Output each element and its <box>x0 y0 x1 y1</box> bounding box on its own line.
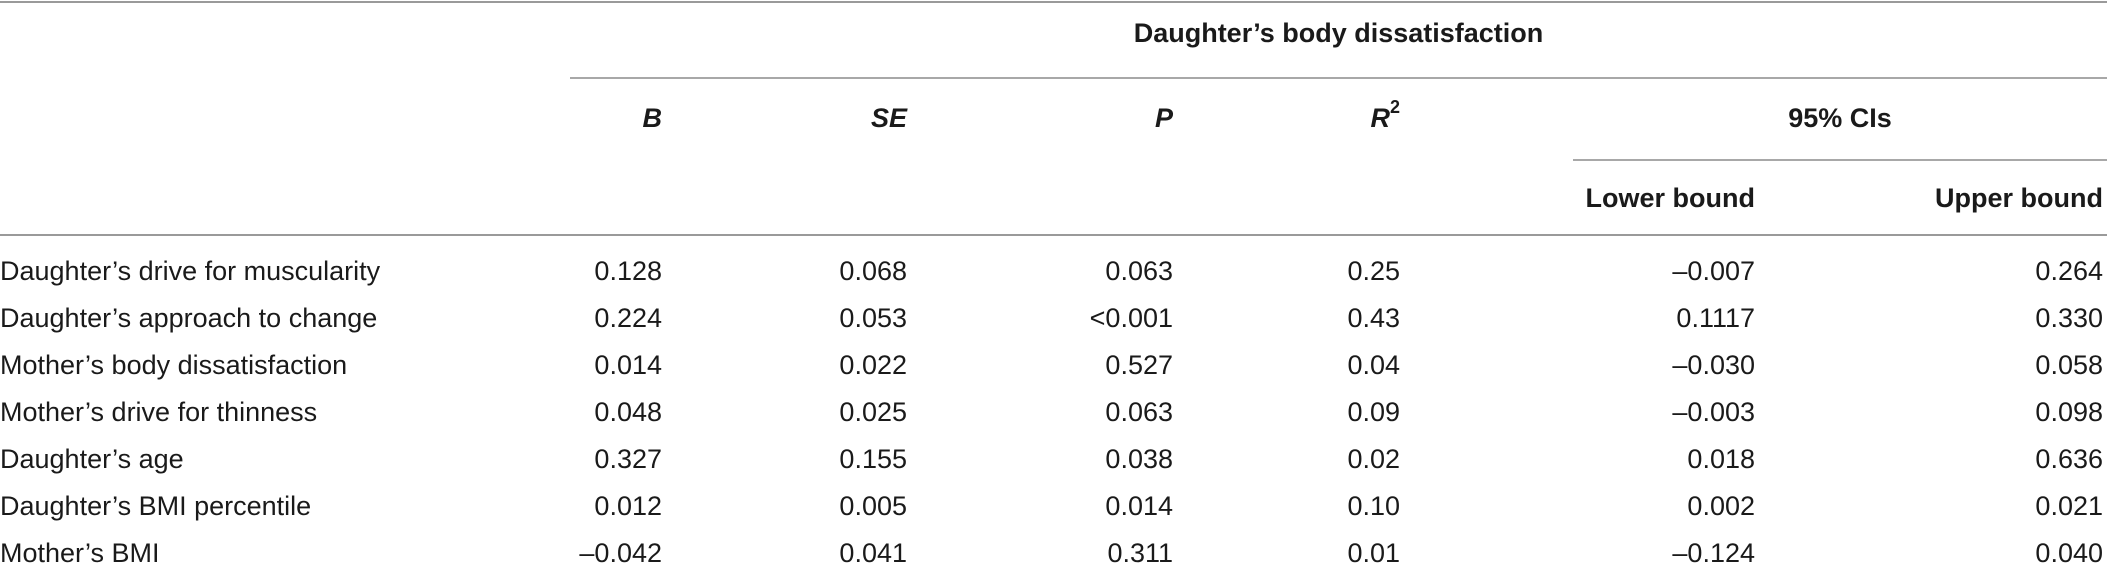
cell-p: 0.014 <box>1105 491 1173 521</box>
cell-lower: –0.003 <box>1672 397 1755 427</box>
cell-b: –0.042 <box>579 538 662 568</box>
cell-lower: –0.007 <box>1672 256 1755 286</box>
col-header-lower: Lower bound <box>1585 183 1755 213</box>
cell-b: 0.012 <box>594 491 662 521</box>
cell-upper: 0.264 <box>2035 256 2103 286</box>
group-header-rule <box>570 77 2107 79</box>
cell-lower: 0.002 <box>1687 491 1755 521</box>
cell-p: 0.311 <box>1107 538 1173 568</box>
col-header-se: SE <box>870 103 907 133</box>
cell-p: 0.527 <box>1105 350 1173 380</box>
r2-letter: R <box>1370 103 1390 133</box>
cell-r2: 0.09 <box>1347 397 1400 427</box>
ci-header-rule <box>1573 159 2107 161</box>
cell-se: 0.155 <box>839 444 907 474</box>
cell-r2: 0.01 <box>1347 538 1400 568</box>
cell-lower: –0.124 <box>1672 538 1755 568</box>
cell-r2: 0.10 <box>1347 491 1400 521</box>
group-header: Daughter’s body dissatisfaction <box>1133 18 1544 48</box>
cell-b: 0.224 <box>594 303 662 333</box>
cell-r2: 0.04 <box>1347 350 1400 380</box>
col-header-b: B <box>642 103 663 133</box>
r2-superscript: 2 <box>1389 97 1400 117</box>
cell-b: 0.128 <box>594 256 662 286</box>
cell-se: 0.022 <box>839 350 907 380</box>
cell-p: 0.063 <box>1105 256 1173 286</box>
row-label: Mother’s body dissatisfaction <box>0 350 348 380</box>
cell-b: 0.014 <box>594 350 662 380</box>
cell-se: 0.025 <box>839 397 907 427</box>
col-header-r2: R2 <box>1200 98 1400 134</box>
cell-upper: 0.040 <box>2035 538 2103 568</box>
row-label: Daughter’s BMI percentile <box>0 491 312 521</box>
cell-lower: 0.1117 <box>1676 303 1755 333</box>
cell-se: 0.068 <box>839 256 907 286</box>
cell-b: 0.327 <box>594 444 662 474</box>
row-label: Mother’s drive for thinness <box>0 397 318 427</box>
cell-se: 0.005 <box>839 491 907 521</box>
cell-upper: 0.636 <box>2035 444 2103 474</box>
row-label: Daughter’s approach to change <box>0 303 378 333</box>
cell-se: 0.041 <box>839 538 907 568</box>
cell-p: <0.001 <box>1089 303 1173 333</box>
header-bottom-rule <box>0 234 2107 236</box>
cell-upper: 0.330 <box>2035 303 2103 333</box>
cell-lower: –0.030 <box>1672 350 1755 380</box>
cell-upper: 0.058 <box>2035 350 2103 380</box>
col-header-ci: 95% CIs <box>1788 103 1892 133</box>
row-label: Daughter’s age <box>0 444 184 474</box>
cell-p: 0.063 <box>1105 397 1173 427</box>
row-label: Daughter’s drive for muscularity <box>0 256 381 286</box>
cell-r2: 0.43 <box>1347 303 1400 333</box>
cell-b: 0.048 <box>594 397 662 427</box>
cell-r2: 0.02 <box>1347 444 1400 474</box>
cell-upper: 0.098 <box>2035 397 2103 427</box>
col-header-upper: Upper bound <box>1935 183 2103 213</box>
cell-se: 0.053 <box>839 303 907 333</box>
table-top-rule <box>0 1 2107 3</box>
row-label: Mother’s BMI <box>0 538 160 568</box>
cell-lower: 0.018 <box>1687 444 1755 474</box>
cell-p: 0.038 <box>1105 444 1173 474</box>
col-header-p: P <box>1154 103 1173 133</box>
cell-r2: 0.25 <box>1347 256 1400 286</box>
cell-upper: 0.021 <box>2035 491 2103 521</box>
